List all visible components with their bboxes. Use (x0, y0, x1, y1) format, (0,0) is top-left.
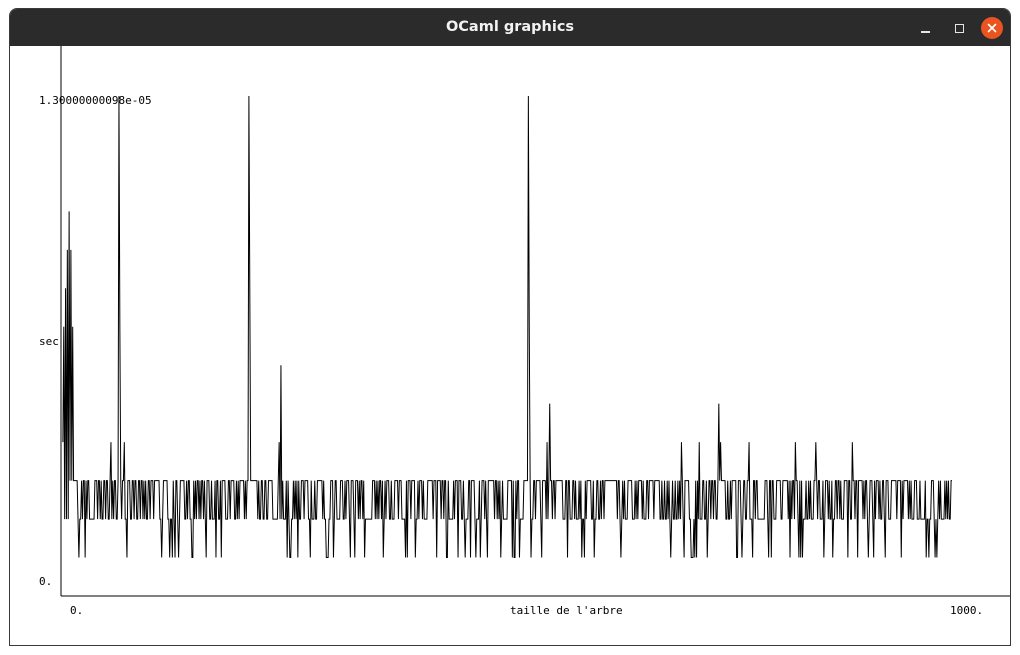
x-axis-label: taille de l'arbre (510, 604, 623, 617)
maximize-icon (954, 23, 964, 33)
close-button[interactable] (981, 17, 1003, 39)
title-bar[interactable]: OCaml graphics (10, 9, 1010, 46)
x-tick-label-max: 1000. (950, 604, 983, 617)
window-title: OCaml graphics (445, 19, 575, 35)
minimize-button[interactable] (914, 17, 936, 39)
x-tick-label-zero: 0. (70, 604, 83, 617)
y-tick-label-max: 1.30000000098e-05 (39, 94, 152, 107)
maximize-button[interactable] (948, 17, 970, 39)
y-axis-label: sec (39, 335, 59, 348)
close-icon (987, 23, 997, 33)
y-tick-label-zero: 0. (39, 575, 52, 588)
series-line (62, 95, 952, 559)
graphics-canvas: 1.30000000098e-05 sec 0. 0. taille de l'… (10, 46, 1010, 645)
ocaml-graphics-window: OCaml graphics 1.30000000098e-05 sec 0. … (9, 8, 1011, 646)
time-plot: 1.30000000098e-05 sec 0. 0. taille de l'… (39, 46, 1010, 617)
minimize-icon (920, 31, 930, 33)
